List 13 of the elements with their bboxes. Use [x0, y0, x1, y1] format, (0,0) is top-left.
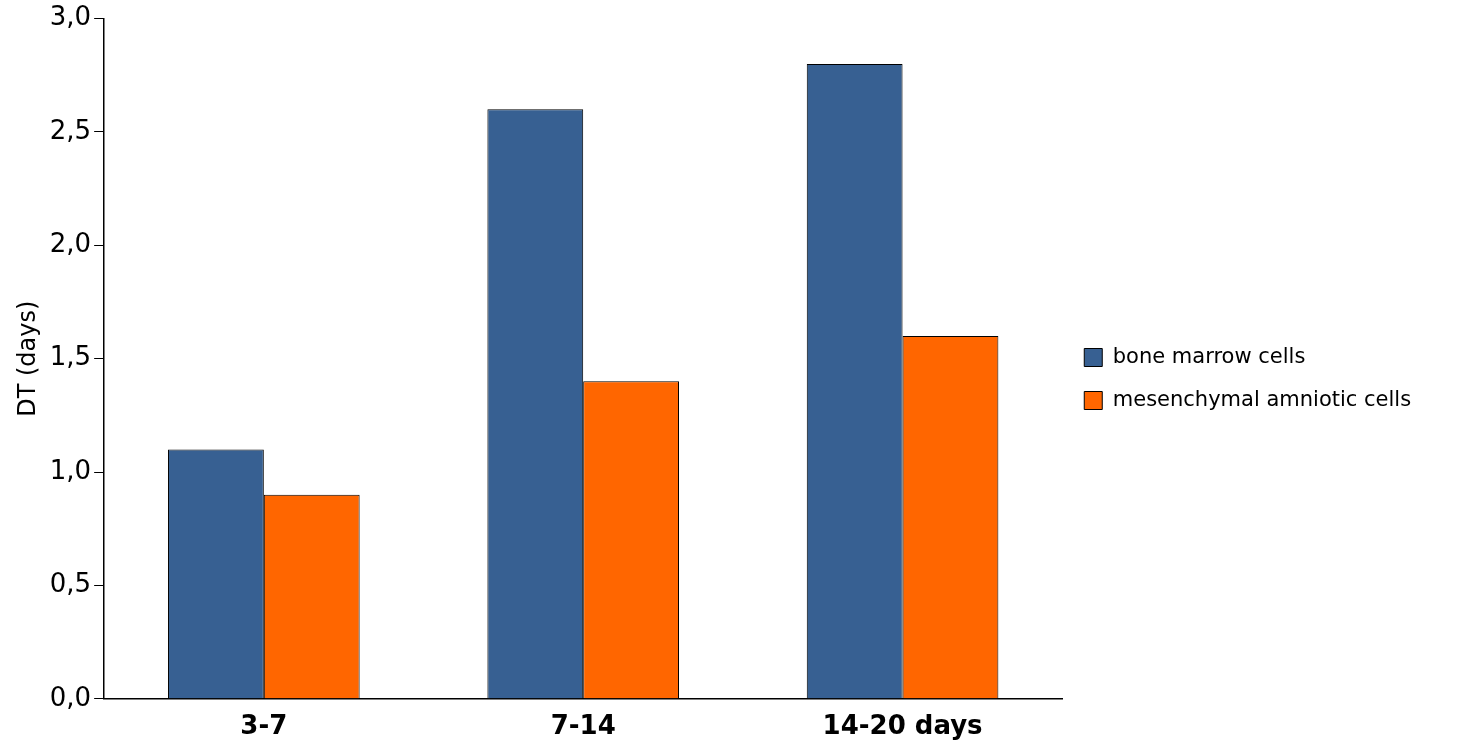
y-tick-label: 1,5: [49, 341, 92, 372]
x-tick-label: 14-20 days: [822, 710, 983, 741]
y-tick-label: 2,5: [49, 114, 92, 145]
y-tick-label: 1,0: [49, 454, 92, 485]
y-tick-label: 0,0: [49, 681, 92, 712]
y-tick-label: 2,0: [49, 228, 92, 259]
x-tick-label: 3-7: [240, 710, 288, 741]
legend-label: bone marrow cells: [1112, 343, 1306, 368]
x-tick-label: 7-14: [550, 710, 616, 741]
y-tick-label: 3,0: [49, 1, 92, 32]
y-tick-label: 0,5: [49, 568, 92, 599]
legend-label: mesenchymal amniotic cells: [1112, 386, 1412, 411]
y-axis-title: DT (days): [12, 300, 41, 417]
